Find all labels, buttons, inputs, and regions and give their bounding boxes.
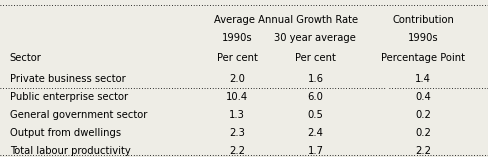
Text: 1990s: 1990s <box>222 33 252 43</box>
Text: 2.2: 2.2 <box>414 146 430 156</box>
Text: 10.4: 10.4 <box>225 92 248 102</box>
Text: 2.3: 2.3 <box>229 128 244 138</box>
Text: Per cent: Per cent <box>216 53 257 63</box>
Text: Per cent: Per cent <box>294 53 335 63</box>
Text: 1990s: 1990s <box>407 33 437 43</box>
Text: 2.2: 2.2 <box>229 146 244 156</box>
Text: 6.0: 6.0 <box>307 92 323 102</box>
Text: Percentage Point: Percentage Point <box>380 53 464 63</box>
Text: 0.5: 0.5 <box>307 110 323 120</box>
Text: Contribution: Contribution <box>391 15 453 25</box>
Text: 0.4: 0.4 <box>414 92 430 102</box>
Text: Sector: Sector <box>10 53 41 63</box>
Text: General government sector: General government sector <box>10 110 147 120</box>
Text: 2.0: 2.0 <box>229 73 244 84</box>
Text: Total labour productivity: Total labour productivity <box>10 146 130 156</box>
Text: Private business sector: Private business sector <box>10 73 125 84</box>
Text: Average Annual Growth Rate: Average Annual Growth Rate <box>214 15 357 25</box>
Text: 2.4: 2.4 <box>307 128 323 138</box>
Text: Output from dwellings: Output from dwellings <box>10 128 121 138</box>
Text: 0.2: 0.2 <box>414 128 430 138</box>
Text: 1.4: 1.4 <box>414 73 430 84</box>
Text: 1.6: 1.6 <box>307 73 323 84</box>
Text: 0.2: 0.2 <box>414 110 430 120</box>
Text: 1.3: 1.3 <box>229 110 244 120</box>
Text: Public enterprise sector: Public enterprise sector <box>10 92 128 102</box>
Text: 1.7: 1.7 <box>307 146 323 156</box>
Text: 30 year average: 30 year average <box>274 33 356 43</box>
